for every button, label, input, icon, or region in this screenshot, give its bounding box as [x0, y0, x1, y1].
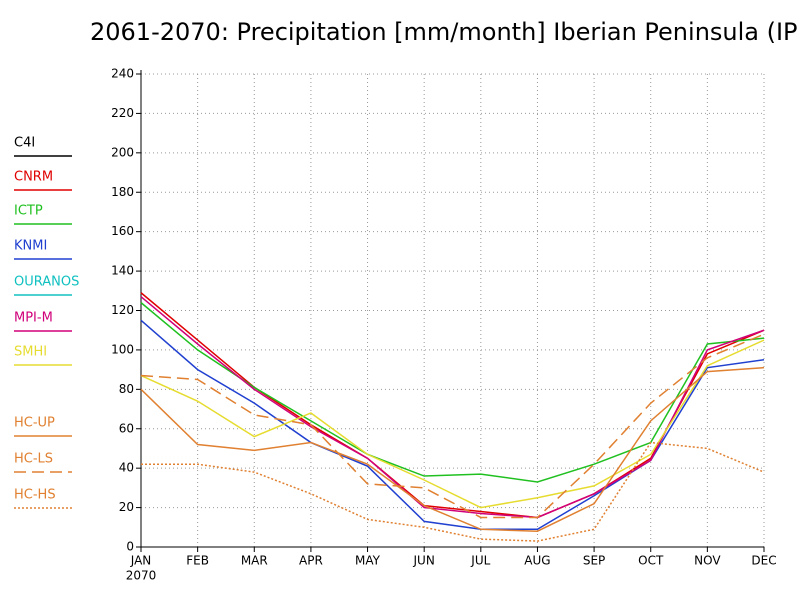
y-tick-label: 40: [119, 461, 134, 475]
y-tick-label: 20: [119, 500, 134, 514]
x-tick-label: JUL: [470, 554, 490, 568]
series-line: [140, 366, 765, 532]
y-tick-label: 180: [111, 185, 134, 199]
series-line: [140, 292, 765, 519]
legend-label: ICTP: [14, 204, 43, 219]
series-line: [140, 302, 765, 483]
x-sublabel: 2070: [126, 569, 157, 583]
y-tick-label: 120: [111, 303, 134, 317]
y-tick-label: 140: [111, 264, 134, 278]
legend-label: OURANOS: [14, 275, 79, 290]
y-tick-label: 0: [126, 540, 134, 554]
x-tick-label: OCT: [638, 554, 664, 568]
y-tick-label: 200: [111, 145, 134, 159]
x-tick-label: DEC: [751, 554, 776, 568]
series-line: [140, 319, 765, 531]
y-tick-label: 100: [111, 342, 134, 356]
legend-label: SMHI: [14, 345, 47, 360]
series-line: [140, 333, 765, 519]
legend-label: CNRM: [14, 170, 53, 185]
y-tick-label: 240: [111, 67, 134, 81]
y-tick-label: 160: [111, 224, 134, 238]
y-tick-label: 80: [119, 382, 134, 396]
x-tick-label: NOV: [694, 554, 721, 568]
x-tick-label: JAN: [130, 554, 152, 568]
series-line: [140, 339, 765, 509]
x-tick-label: MAR: [241, 554, 268, 568]
legend-label: C4I: [14, 136, 35, 151]
x-tick-label: AUG: [524, 554, 550, 568]
legend-label: KNMI: [14, 239, 47, 254]
x-tick-label: JUN: [413, 554, 435, 568]
x-tick-label: SEP: [583, 554, 605, 568]
x-tick-label: APR: [299, 554, 323, 568]
series-line: [140, 296, 765, 519]
legend-label: HC-HS: [14, 488, 56, 503]
x-tick-label: FEB: [186, 554, 209, 568]
x-tick-label: MAY: [355, 554, 381, 568]
legend-label: HC-LS: [14, 452, 53, 467]
chart-title: 2061-2070: Precipitation [mm/month] Iber…: [90, 18, 798, 46]
legend-label: HC-UP: [14, 416, 55, 431]
y-tick-label: 220: [111, 106, 134, 120]
legend-label: MPI-M: [14, 311, 53, 326]
y-tick-label: 60: [119, 421, 134, 435]
series-line: [141, 441, 765, 542]
